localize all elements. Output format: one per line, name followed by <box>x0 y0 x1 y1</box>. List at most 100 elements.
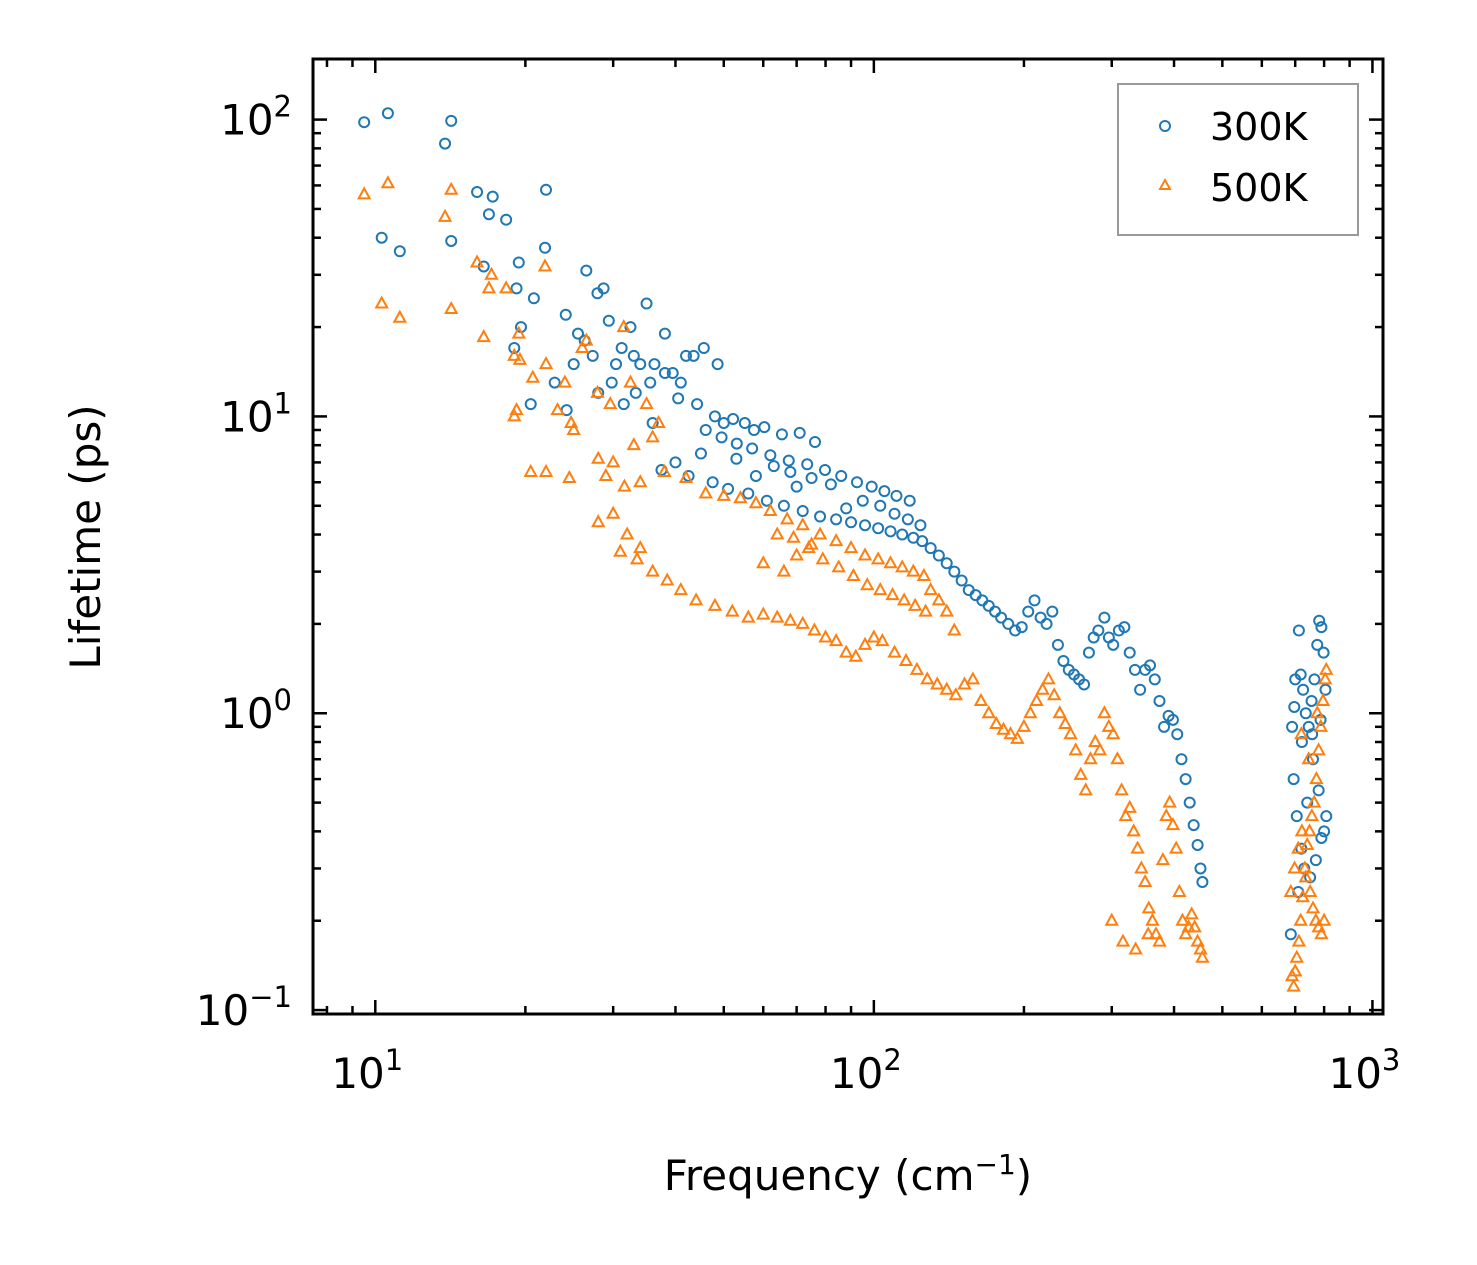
point-500K <box>512 351 528 365</box>
point-500K <box>748 495 764 509</box>
point-500K <box>633 540 648 554</box>
point-500K <box>1291 840 1306 854</box>
point-300K <box>888 507 901 520</box>
point-500K <box>1115 933 1131 947</box>
point-300K <box>742 487 755 500</box>
point-300K <box>445 114 458 127</box>
point-300K <box>1118 621 1131 634</box>
point-300K <box>500 213 513 226</box>
point-300K <box>605 376 618 389</box>
point-300K <box>691 398 704 411</box>
point-300K <box>890 489 903 502</box>
point-300K <box>767 460 780 473</box>
point-300K <box>1299 707 1312 720</box>
point-500K <box>380 175 396 189</box>
point-500K <box>1294 823 1310 837</box>
point-500K <box>1195 949 1210 963</box>
point-300K <box>1098 611 1111 624</box>
point-500K <box>920 671 935 685</box>
point-300K <box>1286 720 1299 733</box>
point-300K <box>1191 838 1204 851</box>
point-300K <box>1022 605 1035 618</box>
point-300K <box>715 431 728 444</box>
point-300K <box>730 437 743 450</box>
point-500K <box>1165 817 1181 831</box>
point-300K <box>1158 720 1171 733</box>
point-300K <box>1315 831 1328 844</box>
point-300K <box>809 435 822 448</box>
point-500K <box>931 592 947 606</box>
point-500K <box>673 581 688 596</box>
point-500K <box>1088 733 1103 748</box>
point-500K <box>1304 808 1320 822</box>
point-300K <box>775 428 788 441</box>
point-300K <box>764 449 777 462</box>
point-500K <box>1083 751 1098 765</box>
point-500K <box>1306 794 1322 808</box>
point-300K <box>1305 694 1318 707</box>
point-500K <box>1316 912 1332 926</box>
point-300K <box>1292 624 1305 637</box>
point-500K <box>873 581 888 596</box>
point-300K <box>948 565 961 578</box>
point-300K <box>644 376 657 389</box>
point-500K <box>866 629 882 643</box>
point-300K <box>840 502 853 515</box>
point-500K <box>883 555 898 569</box>
point-500K <box>626 437 641 451</box>
point-500K <box>973 692 989 706</box>
point-500K <box>639 396 654 410</box>
point-500K <box>481 280 497 294</box>
point-300K <box>865 480 878 493</box>
point-500K <box>885 587 900 601</box>
point-300K <box>669 456 682 469</box>
point-500K <box>909 661 925 675</box>
point-300K <box>602 314 615 327</box>
point-300K <box>648 358 661 371</box>
point-300K <box>835 469 848 482</box>
point-500K <box>989 715 1004 729</box>
point-300K <box>940 557 953 570</box>
point-500K <box>1010 730 1025 744</box>
point-500K <box>1141 900 1156 914</box>
point-500K <box>1318 671 1333 685</box>
point-500K <box>846 567 861 581</box>
point-300K <box>1144 659 1157 672</box>
point-300K <box>559 308 572 321</box>
point-300K <box>819 463 832 476</box>
point-500K <box>1122 799 1137 813</box>
point-300K <box>539 241 552 254</box>
point-300K <box>749 469 762 482</box>
point-500K <box>1175 912 1190 926</box>
point-500K <box>1152 933 1167 947</box>
point-500K <box>848 648 864 662</box>
series-500K-points <box>356 175 1334 992</box>
point-300K <box>722 482 735 495</box>
point-300K <box>711 358 724 371</box>
point-500K <box>843 540 859 554</box>
axis-ticks <box>313 59 1383 1014</box>
point-500K <box>591 450 606 464</box>
point-500K <box>939 603 954 617</box>
point-500K <box>437 208 453 222</box>
point-500K <box>1110 751 1125 765</box>
point-300K <box>748 423 761 436</box>
point-300K <box>439 137 452 150</box>
plot-frame <box>311 57 1385 1016</box>
point-500K <box>923 581 938 596</box>
point-500K <box>507 347 522 361</box>
series-300K-points <box>358 107 1333 941</box>
point-500K <box>1288 963 1303 977</box>
point-500K <box>603 396 618 410</box>
point-500K <box>498 280 514 294</box>
point-300K <box>567 358 580 371</box>
point-500K <box>1073 766 1088 780</box>
point-300K <box>1284 928 1297 941</box>
point-300K <box>760 494 773 507</box>
point-300K <box>924 542 937 555</box>
point-300K <box>1297 683 1310 696</box>
point-300K <box>672 392 685 405</box>
point-500K <box>590 384 605 398</box>
point-500K <box>1130 840 1145 854</box>
point-500K <box>1155 852 1171 866</box>
